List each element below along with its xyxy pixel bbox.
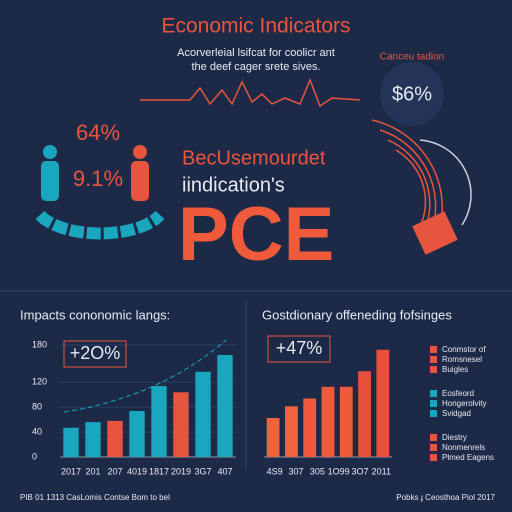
legend-swatch [430, 400, 437, 407]
x-tick-label: 307 [288, 466, 303, 476]
arc [35, 210, 165, 240]
footer: PIB 01 1313 CasLomis Contse Bom to bel [20, 493, 170, 502]
bar [107, 420, 123, 457]
badge-value: $6% [392, 83, 432, 105]
legend-swatch [430, 366, 437, 373]
callout: +47% [276, 338, 323, 358]
bar [195, 371, 211, 457]
bar [339, 386, 353, 457]
legend-label: Buigles [442, 365, 468, 374]
x-tick-label: 4019 [127, 466, 147, 476]
subtitle: Acorverleial lsifcat for coolicr ant [177, 47, 335, 59]
y-tick-label: 120 [32, 377, 47, 387]
legend-label: Eosfeord [442, 389, 474, 398]
y-tick-label: 180 [32, 339, 47, 349]
stat: 9.1% [73, 166, 123, 191]
legend-swatch [430, 356, 437, 363]
legend-label: Plmed Eagens [442, 453, 494, 462]
x-tick-label: 4S9 [267, 466, 283, 476]
callout-box [63, 340, 127, 368]
y-tick-label: 80 [32, 402, 42, 412]
bar [321, 386, 335, 457]
x-tick-label: 407 [217, 466, 232, 476]
legend-swatch [430, 444, 437, 451]
x-tick-label: 1O99 [328, 466, 350, 476]
legend-label: Diestry [442, 433, 467, 442]
x-tick-label: 2019 [171, 466, 191, 476]
legend-swatch [430, 434, 437, 441]
legend-swatch [430, 410, 437, 417]
x-tick-label: 207 [107, 466, 122, 476]
legend-swatch [430, 390, 437, 397]
bar [151, 386, 167, 457]
big-text: PCE [178, 192, 334, 277]
subtitle: the deef cager srete sives. [191, 61, 320, 73]
legend-label: Hongerolvity [442, 399, 486, 408]
stat: 64% [76, 120, 120, 145]
bar [63, 427, 79, 457]
legend-label: Romsnesel [442, 355, 482, 364]
title: Economic Indicators [161, 15, 350, 38]
x-tick-label: 201 [85, 466, 100, 476]
legend-swatch [430, 454, 437, 461]
heading: BecUsemourdet [182, 147, 326, 169]
footer: Pobks ɟ Ceosthoa Piol 2017 [396, 493, 495, 502]
chart-title: Impacts cononomic langs: [20, 307, 170, 322]
bar [266, 418, 280, 457]
y-tick-label: 0 [32, 451, 37, 461]
bar [358, 371, 371, 457]
chart-title: Gostdionary offeneding fofsinges [262, 307, 452, 322]
bar [85, 422, 101, 457]
x-tick-label: 305 [310, 466, 325, 476]
x-tick-label: 2011 [372, 466, 391, 476]
x-tick-label: 3G7 [194, 466, 211, 476]
badge-label: Canceu tadion [380, 52, 445, 63]
squiggle [140, 77, 361, 108]
legend-label: Nonmenrels [442, 443, 485, 452]
x-tick-label: 1817 [149, 466, 169, 476]
callout-box [267, 335, 331, 363]
heading: iindication's [182, 174, 285, 196]
bar [173, 392, 189, 457]
legend-label: Svidgad [442, 409, 471, 418]
bar [303, 398, 317, 457]
callout: +2O% [70, 343, 121, 363]
x-tick-label: 3O7 [351, 466, 368, 476]
bar [217, 354, 233, 457]
legend-label: Conmstor of [442, 345, 486, 354]
bar [376, 349, 390, 457]
people [41, 145, 149, 201]
badge-circle [380, 62, 444, 126]
bar [285, 406, 298, 457]
legend-swatch [430, 346, 437, 353]
x-tick-label: 2017 [61, 466, 81, 476]
y-tick-label: 40 [32, 426, 42, 436]
decor [371, 119, 472, 255]
bar [129, 410, 145, 457]
